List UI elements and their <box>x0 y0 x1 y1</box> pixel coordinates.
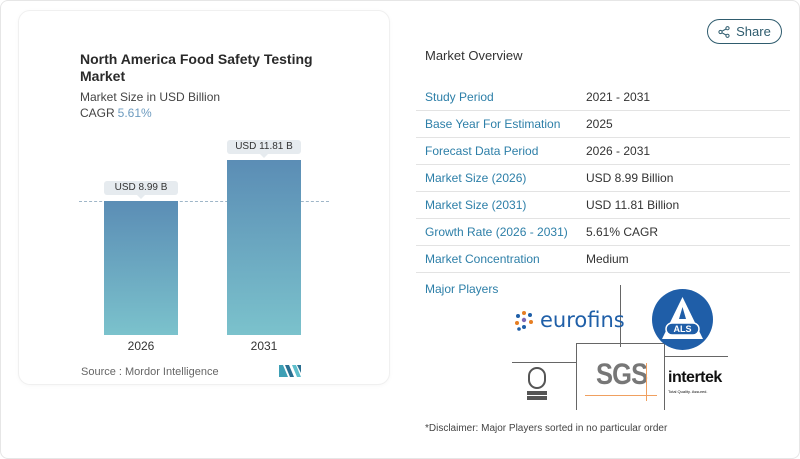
share-button[interactable]: Share <box>707 19 782 44</box>
row-key: Growth Rate (2026 - 2031) <box>425 225 568 239</box>
overview-row-study-period: Study Period 2021 - 2031 <box>416 84 790 111</box>
cagr-value: 5.61% <box>117 106 152 120</box>
x-tick-2031: 2031 <box>250 339 278 353</box>
row-key: Market Size (2031) <box>425 198 527 212</box>
divider <box>664 343 665 410</box>
row-key: Market Concentration <box>425 252 540 266</box>
disclaimer: *Disclaimer: Major Players sorted in no … <box>425 423 668 434</box>
bar-label-2026: USD 8.99 B <box>104 181 178 199</box>
bar-2031[interactable] <box>227 160 301 335</box>
als-logo: ALS <box>652 289 713 350</box>
sgs-logo: SGS <box>596 358 648 391</box>
share-icon <box>718 25 730 38</box>
row-value: 2021 - 2031 <box>586 90 651 104</box>
reference-line <box>79 201 329 202</box>
row-value: Medium <box>586 252 629 266</box>
row-key: Market Size (2026) <box>425 171 527 185</box>
eurofins-logo: eurofins <box>540 308 625 332</box>
mordor-intelligence-logo-icon <box>279 365 301 377</box>
intertek-tagline: Total Quality. Assured. <box>668 389 708 394</box>
overview-row-base-year: Base Year For Estimation 2025 <box>416 111 790 138</box>
bar-label-2031: USD 11.81 B <box>227 140 301 158</box>
overview-row-market-size-2031: Market Size (2031) USD 11.81 Billion <box>416 192 790 219</box>
row-value: USD 8.99 Billion <box>586 171 674 185</box>
bureau-veritas-seal-icon <box>528 367 546 389</box>
als-text: ALS <box>673 324 692 334</box>
bureau-veritas-logo <box>527 367 547 403</box>
overview-row-forecast-period: Forecast Data Period 2026 - 2031 <box>416 138 790 165</box>
chart-title: North America Food Safety Testing Market <box>80 51 313 84</box>
row-key: Study Period <box>425 90 494 104</box>
divider <box>664 356 728 357</box>
major-players-label: Major Players <box>425 282 499 296</box>
bar-chart: USD 8.99 B 2026 USD 11.81 B 2031 <box>79 140 329 353</box>
row-value: 5.61% CAGR <box>586 225 659 239</box>
eurofins-logo-icon <box>515 311 533 331</box>
overview-row-market-size-2026: Market Size (2026) USD 8.99 Billion <box>416 165 790 192</box>
als-triangle-icon <box>662 297 703 339</box>
overview-table: Study Period 2021 - 2031 Base Year For E… <box>416 84 790 273</box>
sgs-accent-line <box>646 363 647 401</box>
x-tick-2026: 2026 <box>127 339 155 353</box>
intertek-logo: intertek <box>668 369 722 386</box>
major-players-logos: eurofins ALS SGS intertek Total Quality.… <box>500 285 740 410</box>
chart-card <box>18 10 390 385</box>
row-key: Base Year For Estimation <box>425 117 561 131</box>
divider <box>620 285 621 347</box>
chart-subtitle: Market Size in USD Billion <box>80 90 221 104</box>
overview-row-market-concentration: Market Concentration Medium <box>416 246 790 273</box>
row-value: USD 11.81 Billion <box>586 198 680 212</box>
divider <box>576 343 664 344</box>
divider <box>512 362 576 363</box>
bar-2026[interactable] <box>104 201 178 335</box>
overview-title: Market Overview <box>425 48 523 63</box>
chart-cagr: CAGR 5.61% <box>80 106 152 120</box>
divider <box>576 343 577 410</box>
sgs-accent-line <box>585 395 657 396</box>
cagr-label: CAGR <box>80 106 115 120</box>
row-value: 2026 - 2031 <box>586 144 651 158</box>
row-value: 2025 <box>586 117 613 131</box>
row-key: Forecast Data Period <box>425 144 539 158</box>
overview-row-growth-rate: Growth Rate (2026 - 2031) 5.61% CAGR <box>416 219 790 246</box>
share-label: Share <box>736 24 771 39</box>
chart-source: Source : Mordor Intelligence <box>81 366 219 378</box>
